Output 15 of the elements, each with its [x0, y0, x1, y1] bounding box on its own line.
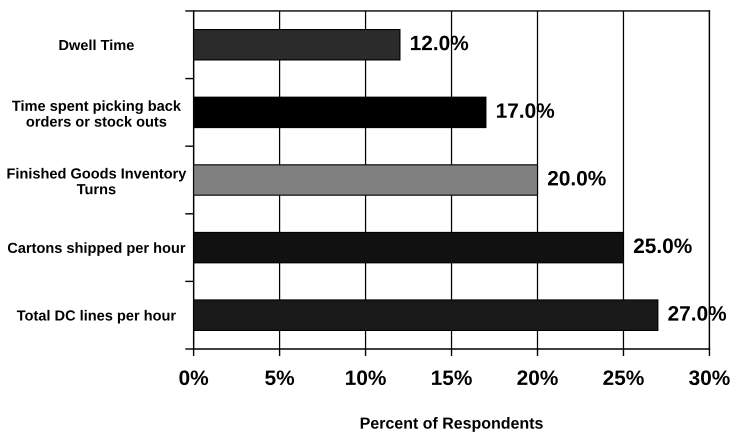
x-tick-label: 25% [603, 370, 644, 386]
y-tick-label: Time spent picking back orders or stock outs [12, 100, 181, 127]
x-tick-label: 10% [346, 370, 386, 386]
data-label: 25.0% [634, 238, 692, 254]
data-label: 20.0% [548, 170, 606, 186]
y-tick-label: Finished Goods Inventory Turns [7, 168, 186, 194]
x-tick-label: 0% [179, 370, 208, 386]
y-tick-label: Cartons shipped per hour [8, 242, 186, 256]
x-tick-label: 15% [432, 370, 472, 386]
y-tick-label: Total DC lines per hour [16, 310, 176, 324]
x-tick-label: 20% [517, 370, 558, 386]
x-tick-label: 30% [689, 370, 730, 386]
x-tick-label: 5% [265, 370, 294, 386]
y-tick-label: Dwell Time [59, 39, 134, 50]
x-axis-title: Percent of Respondents [360, 417, 543, 432]
